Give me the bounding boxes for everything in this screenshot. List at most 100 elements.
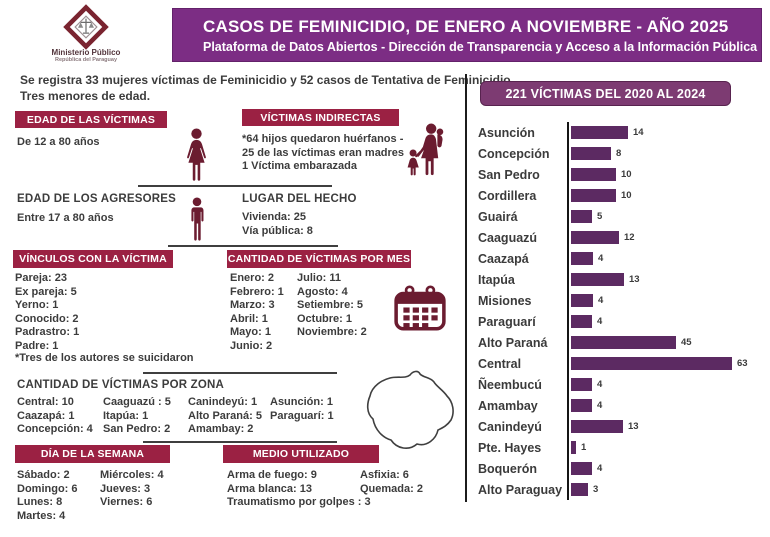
list-item: Yerno: 1: [15, 299, 59, 311]
chart-bar-area: 13: [567, 416, 768, 437]
vinculos-note: *Tres de los autores se suicidaron: [15, 352, 194, 364]
chart-row: Pte. Hayes 1: [478, 437, 768, 458]
list-item: Quemada: 2: [360, 482, 423, 495]
list-item: Octubre: 1: [297, 312, 353, 325]
chart-bar: [571, 273, 624, 286]
list-item: Alto Paraná: 5: [188, 409, 262, 422]
chart-bar: [571, 252, 593, 265]
chart-category-label: Ñeembucú: [478, 377, 542, 392]
section-header-por-mes: CANTIDAD DE VÍCTIMAS POR MES: [227, 250, 411, 268]
chart-value-label: 13: [629, 274, 640, 285]
lugar-hecho-lines: Vivienda: 25 Vía pública: 8: [242, 211, 313, 238]
chart-value-label: 8: [616, 148, 622, 159]
divider-2: [168, 245, 338, 247]
list-item: Concepción: 4: [17, 423, 93, 435]
por-mes-col2: Julio: 11 Agosto: 4 Setiembre: 5 Octubre: 1…: [297, 272, 367, 340]
divider-3: [143, 372, 337, 374]
por-zona-col1: Central: 10 Caazapá: 1 Concepción: 4: [17, 396, 93, 437]
chart-bar: [571, 399, 592, 412]
list-item: Agosto: 4: [297, 285, 348, 298]
chart-row: Alto Paraguay 3: [478, 479, 768, 500]
list-item: Pareja: 23: [15, 272, 67, 284]
list-item: Amambay: 2: [188, 423, 254, 435]
list-item: Enero: 2: [230, 272, 275, 284]
chart-category-label: Cordillera: [478, 188, 537, 203]
chart-bar-area: 1: [567, 437, 768, 458]
victims-by-department-chart: Asunción 14 Concepción 8 San Pedro 10 Cordille…: [478, 122, 768, 500]
chart-row: Concepción 8: [478, 143, 768, 164]
section-header-dia-semana: DÍA DE LA SEMANA: [15, 445, 170, 463]
list-item: Itapúa: 1: [103, 409, 149, 422]
chart-value-label: 63: [737, 358, 748, 369]
chart-row: Cordillera 10: [478, 185, 768, 206]
paraguay-map-icon: [366, 370, 454, 449]
list-item: San Pedro: 2: [103, 423, 171, 435]
edad-victimas-value: De 12 a 80 años: [17, 136, 100, 148]
chart-bar: [571, 294, 593, 307]
list-item: Abril: 1: [230, 312, 268, 325]
chart-bar: [571, 168, 616, 181]
man-icon: [191, 197, 204, 241]
chart-bar: [571, 189, 616, 202]
chart-bar-area: 63: [567, 353, 768, 374]
chart-category-label: Asunción: [478, 125, 535, 140]
chart-category-label: Misiones: [478, 293, 532, 308]
chart-value-label: 13: [628, 421, 639, 432]
chart-bar: [571, 420, 623, 433]
chart-row: Caazapá 4: [478, 248, 768, 269]
section-header-medio: MEDIO UTILIZADO: [223, 445, 379, 463]
chart-bar: [571, 147, 611, 160]
logo-diamond-icon: [63, 4, 109, 50]
list-item: Canindeyú: 1: [188, 396, 258, 408]
chart-bar: [571, 357, 732, 370]
chart-bar-area: 8: [567, 143, 768, 164]
list-item: 25 de las víctimas eran madres: [242, 146, 405, 159]
logo-org-name: Ministerio Público: [51, 48, 121, 57]
list-item: Lunes: 8: [17, 496, 63, 508]
chart-value-label: 1: [581, 442, 587, 453]
dia-semana-col2: Miércoles: 4 Jueves: 3 Viernes: 6: [100, 469, 164, 510]
woman-icon: [187, 128, 206, 181]
edad-agresores-value: Entre 17 a 80 años: [17, 212, 114, 224]
medio-col1: Arma de fuego: 9 Arma blanca: 13 Traumatis…: [227, 469, 371, 510]
list-item: Mayo: 1: [230, 326, 271, 338]
section-header-victimas-indirectas: VÍCTIMAS INDIRECTAS: [242, 109, 399, 126]
list-item: Vivienda: 25: [242, 211, 306, 223]
chart-value-label: 4: [597, 463, 603, 474]
por-zona-col4: Asunción: 1 Paraguarí: 1: [270, 396, 334, 423]
chart-row: Guairá 5: [478, 206, 768, 227]
chart-category-label: Caazapá: [478, 251, 529, 266]
medio-col2: Asfixia: 6 Quemada: 2: [360, 469, 423, 496]
chart-bar: [571, 210, 592, 223]
list-item: Padrastro: 1: [15, 326, 80, 338]
chart-row: Asunción 14: [478, 122, 768, 143]
list-item: Martes: 4: [17, 509, 66, 522]
chart-row: Canindeyú 13: [478, 416, 768, 437]
summary-line-1: Se registra 33 mujeres víctimas de Femin…: [20, 73, 514, 87]
page-title: CASOS DE FEMINICIDIO, DE ENERO A NOVIEMB…: [203, 16, 729, 36]
dia-semana-col1: Sábado: 2 Domingo: 6 Lunes: 8 Martes: 4: [17, 469, 78, 523]
chart-category-label: Amambay: [478, 398, 538, 413]
chart-row: Amambay 4: [478, 395, 768, 416]
chart-bar-area: 45: [567, 332, 768, 353]
list-item: Arma de fuego: 9: [227, 469, 317, 481]
chart-category-label: Concepción: [478, 146, 550, 161]
chart-bar-area: 4: [567, 395, 768, 416]
chart-bar: [571, 441, 576, 454]
mother-children-icon: [407, 123, 444, 176]
chart-row: Misiones 4: [478, 290, 768, 311]
divider-4: [143, 441, 337, 443]
chart-bar: [571, 462, 592, 475]
chart-bar-area: 4: [567, 290, 768, 311]
por-zona-col3: Canindeyú: 1 Alto Paraná: 5 Amambay: 2: [188, 396, 262, 437]
chart-bar-area: 13: [567, 269, 768, 290]
logo-country-name: República del Paraguay: [54, 57, 118, 63]
list-item: Julio: 11: [297, 272, 342, 284]
list-item: Jueves: 3: [100, 482, 151, 495]
chart-row: Itapúa 13: [478, 269, 768, 290]
chart-row: Alto Paraná 45: [478, 332, 768, 353]
list-item: 1 Víctima embarazada: [242, 160, 357, 172]
chart-category-label: Caaguazú: [478, 230, 538, 245]
chart-row: San Pedro 10: [478, 164, 768, 185]
summary-text: Se registra 33 mujeres víctimas de Femin…: [20, 72, 514, 104]
